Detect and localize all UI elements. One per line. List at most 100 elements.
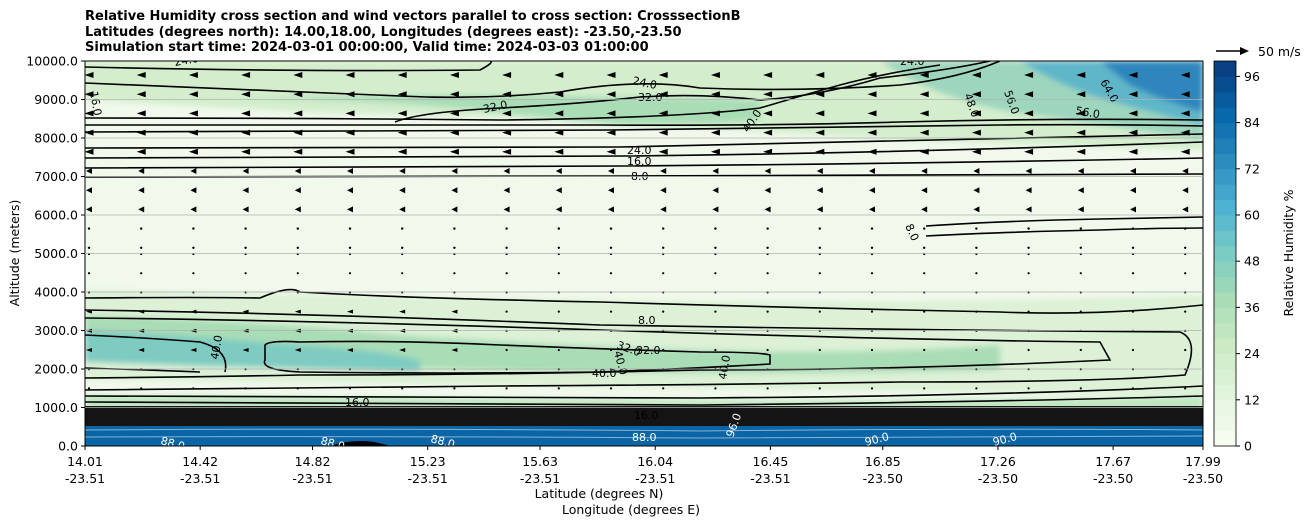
wind-vector (1184, 310, 1187, 313)
wind-vector (86, 348, 92, 352)
wind-vector (401, 272, 404, 275)
wind-vector (557, 227, 560, 230)
wind-vector (919, 129, 929, 136)
wind-vector (1024, 91, 1034, 98)
wind-vector (399, 309, 406, 314)
colorbar-segment (1214, 430, 1236, 447)
wind-vector (870, 246, 874, 249)
wind-vector (973, 206, 980, 213)
wind-vector (1079, 272, 1082, 275)
colorbar-segment (1214, 322, 1236, 339)
x-tick-label-lat: 17.99 (1185, 454, 1221, 469)
colorbar-segment (1214, 307, 1236, 324)
wind-vector (1180, 148, 1190, 155)
colorbar-segment (1214, 399, 1236, 416)
wind-vector (296, 227, 299, 230)
wind-vector (502, 72, 512, 78)
colorbar-segment (1214, 61, 1236, 77)
wind-vector (192, 246, 195, 249)
contour-line (85, 288, 1203, 314)
wind-vector (660, 206, 667, 213)
wind-vector (505, 387, 508, 390)
colorbar-segment (1214, 292, 1236, 308)
wind-vector (763, 91, 773, 98)
wind-vector (347, 309, 353, 314)
x-tick-label-lat: 15.63 (522, 454, 558, 469)
wind-vector (710, 148, 720, 155)
wind-vector (1076, 91, 1086, 98)
wind-vector (555, 187, 562, 194)
wind-vector (712, 206, 719, 213)
x-tick-label-lat: 14.42 (182, 454, 218, 469)
wind-vector (1079, 246, 1083, 249)
wind-vector (451, 187, 458, 194)
wind-vector (188, 91, 198, 98)
wind-vector (867, 148, 877, 155)
wind-vector (763, 148, 773, 155)
wind-vector (347, 168, 353, 174)
wind-vector (503, 168, 510, 174)
x-axis-ticks: 14.01 -23.51 14.42 -23.51 14.82 -23.51 15.23 -2… (65, 446, 1223, 486)
wind-vector (1027, 310, 1030, 313)
wind-vector (242, 187, 249, 194)
wind-vector (818, 272, 821, 275)
contour-line (85, 395, 1203, 406)
wind-vector (975, 272, 978, 275)
wind-vector (399, 348, 406, 352)
wind-vector (714, 246, 717, 249)
wind-vector (397, 110, 407, 117)
wind-vector (764, 187, 771, 194)
wind-vector (294, 187, 301, 194)
contour-label: 32.0 (482, 98, 509, 116)
wind-vector (85, 148, 94, 155)
rh-saturated-surface-layer (85, 426, 1203, 446)
wind-vector (662, 387, 665, 390)
x-tick-label-lon: -23.50 (1093, 471, 1133, 486)
colorbar-segment (1214, 230, 1236, 247)
y-tick-label: 5000.0 (34, 246, 78, 261)
contour-line (85, 118, 1203, 126)
wind-vector (557, 310, 560, 313)
wind-vector (294, 168, 301, 174)
wind-vector (192, 272, 195, 275)
wind-vector (348, 246, 352, 249)
wind-vector (401, 387, 404, 390)
wind-vector (712, 168, 719, 174)
wind-vector (1130, 168, 1136, 174)
wind-vector (609, 227, 613, 230)
wind-vector (345, 72, 355, 78)
wind-vector (818, 246, 821, 249)
wind-vector (345, 91, 355, 98)
wind-vector (138, 309, 145, 314)
wind-vector (503, 206, 510, 213)
wind-vector (136, 110, 146, 117)
contour-line (85, 61, 493, 72)
wind-vector (763, 110, 773, 117)
wind-vector (609, 387, 613, 390)
wind-vector (1130, 206, 1136, 213)
wind-vector (763, 129, 773, 136)
y-tick-label: 3000.0 (34, 323, 78, 338)
surface-contour-lines (85, 428, 1203, 439)
wind-vector (816, 206, 823, 213)
contour-label: 40.0 (716, 354, 733, 380)
wind-vector (662, 272, 665, 275)
wind-vector (294, 206, 301, 213)
wind-vector (244, 246, 247, 249)
contour-line (85, 157, 1203, 169)
wind-vector (190, 206, 197, 213)
wind-vector (86, 206, 92, 213)
colorbar-segment (1214, 338, 1236, 355)
wind-vector (1076, 148, 1086, 155)
colorbar-tick-label: 96 (1244, 69, 1260, 84)
wind-vector (1024, 110, 1034, 117)
colorbar-segment (1214, 415, 1236, 432)
wind-vector (1024, 72, 1034, 78)
x-tick-label-lon: -23.50 (978, 471, 1018, 486)
wind-vector (1131, 227, 1135, 230)
colorbar-segment (1214, 384, 1236, 401)
wind-vector (766, 272, 769, 275)
wind-vector (1079, 227, 1083, 230)
wind-vector (1025, 168, 1032, 174)
x-tick-label-lat: 17.26 (980, 454, 1016, 469)
